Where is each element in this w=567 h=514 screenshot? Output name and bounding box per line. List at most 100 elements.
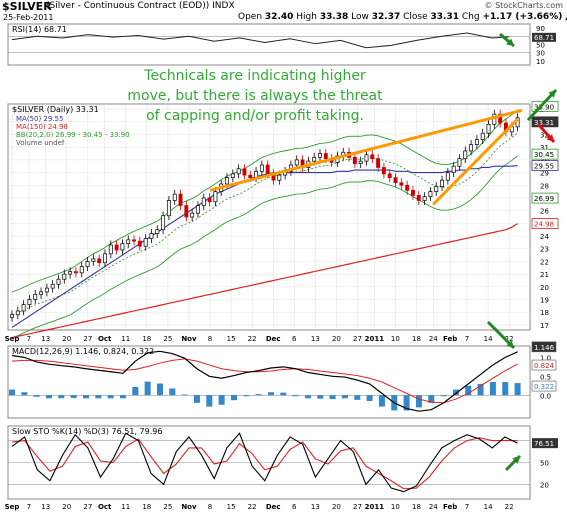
candle-body xyxy=(155,229,160,234)
price-label: $SILVER (Daily) 33.31 xyxy=(12,105,99,114)
macd-hist-bar xyxy=(33,395,40,397)
rsi-label: RSI(14) 68.71 xyxy=(12,25,67,34)
macd-hist-bar xyxy=(255,394,262,396)
bottom-x-label: 18 xyxy=(412,503,421,511)
macd-hist-bar xyxy=(230,395,237,401)
price-panel xyxy=(7,103,531,331)
sto-tick-label: 20 xyxy=(540,481,549,489)
candle-body xyxy=(91,258,96,262)
rsi-last-box xyxy=(532,32,556,42)
macd-hist-bar xyxy=(465,385,472,396)
rsi-line xyxy=(11,32,510,49)
candle-body xyxy=(126,239,131,245)
sto-last-label: 76.51 xyxy=(534,440,554,448)
candle-body xyxy=(376,158,381,168)
bottom-x-label: 24 xyxy=(429,503,438,511)
macd-line xyxy=(11,350,518,412)
price-tick-label: 23 xyxy=(540,246,549,254)
chg-label: Chg xyxy=(461,12,480,22)
candle-body xyxy=(207,197,212,203)
candle-body xyxy=(387,173,392,178)
candle-body xyxy=(480,132,485,140)
candle-body xyxy=(184,205,189,218)
price-tick-label: 28 xyxy=(540,182,549,190)
macd-hist-bar xyxy=(70,395,77,398)
candle-body xyxy=(44,287,49,293)
price-x-label: 13 xyxy=(311,335,320,343)
macd-hist-bar xyxy=(119,395,126,399)
bottom-x-label: 22 xyxy=(505,503,514,511)
price-tick-label: 22 xyxy=(540,258,549,266)
candle-body xyxy=(230,173,235,178)
macd-hist-bar xyxy=(440,395,447,397)
macd-hist-bar xyxy=(218,395,225,405)
candle-body xyxy=(381,167,386,175)
candle-body xyxy=(498,113,503,124)
macd-hist-bar xyxy=(156,383,163,396)
support-trend-line xyxy=(432,118,519,206)
price-tick-label: 21 xyxy=(540,271,549,279)
price-x-label: 2011 xyxy=(365,335,385,343)
candle-body xyxy=(352,156,357,165)
price-x-label: 22 xyxy=(505,335,514,343)
candle-body xyxy=(68,271,73,275)
bottom-x-label: 7 xyxy=(27,503,31,511)
rsi-tick-label: 10 xyxy=(536,58,545,66)
sto-d-line xyxy=(11,437,518,490)
macd-hist-bar xyxy=(181,394,188,396)
macd-hist-bar xyxy=(354,395,361,400)
candle-body xyxy=(120,243,125,251)
low-label: Low xyxy=(351,12,369,22)
arrow-down-icon-head xyxy=(506,340,514,348)
symbol-title: $SILVER xyxy=(2,0,52,13)
macd-tick-label: 0.0 xyxy=(540,392,551,400)
candle-body xyxy=(428,191,433,198)
price-tick-label: 26 xyxy=(540,208,549,216)
price-x-label: 20 xyxy=(62,335,71,343)
candle-body xyxy=(277,174,282,181)
price-x-label: 11 xyxy=(121,335,130,343)
macd-hist-bar xyxy=(58,395,65,399)
candle-body xyxy=(312,156,317,162)
candle-body xyxy=(56,278,61,285)
rsi-series xyxy=(11,32,510,49)
macd-series xyxy=(9,350,521,412)
price-last-box xyxy=(531,218,559,230)
bottom-x-label: 18 xyxy=(142,503,151,511)
candle-body xyxy=(166,200,171,217)
candle-body xyxy=(39,291,44,295)
bottom-x-label: 20 xyxy=(62,503,71,511)
bottom-x-label: Oct xyxy=(98,503,112,511)
candle-body xyxy=(62,273,67,280)
macd-hist-bar xyxy=(206,395,213,407)
price-x-label: 13 xyxy=(41,335,50,343)
price-x-label: 25 xyxy=(163,335,172,343)
price-x-label: 6 xyxy=(292,335,297,343)
price-x-label: 10 xyxy=(391,335,400,343)
bb-upper-line xyxy=(11,109,518,293)
chart-date: 25-Feb-2011 xyxy=(3,13,54,22)
ma50-line xyxy=(11,165,518,328)
candle-body xyxy=(259,164,264,172)
annotations xyxy=(486,32,558,472)
candle-body xyxy=(405,184,410,191)
macd-hist-bar xyxy=(428,395,435,403)
candle-body xyxy=(416,195,421,201)
bottom-x-label: 13 xyxy=(41,503,50,511)
price-x-label: 7 xyxy=(27,335,31,343)
ma150-line xyxy=(11,223,518,339)
price-tick-label: 18 xyxy=(540,309,549,317)
bottom-x-label: Feb xyxy=(443,503,457,511)
candle-body xyxy=(21,304,26,312)
price-x-label: 18 xyxy=(412,335,421,343)
candle-body xyxy=(364,154,369,162)
bb-mid-line xyxy=(11,132,518,316)
bottom-x-label: 25 xyxy=(163,503,172,511)
macd-hist-bar xyxy=(107,395,114,399)
macd-hist-bar xyxy=(304,395,311,399)
candle-body xyxy=(242,168,247,176)
price-tick-label: 32 xyxy=(540,131,549,139)
macd-hist-bar xyxy=(82,395,89,399)
bottom-x-label: 15 xyxy=(227,503,236,511)
macd-last-label: 0.322 xyxy=(534,383,554,391)
